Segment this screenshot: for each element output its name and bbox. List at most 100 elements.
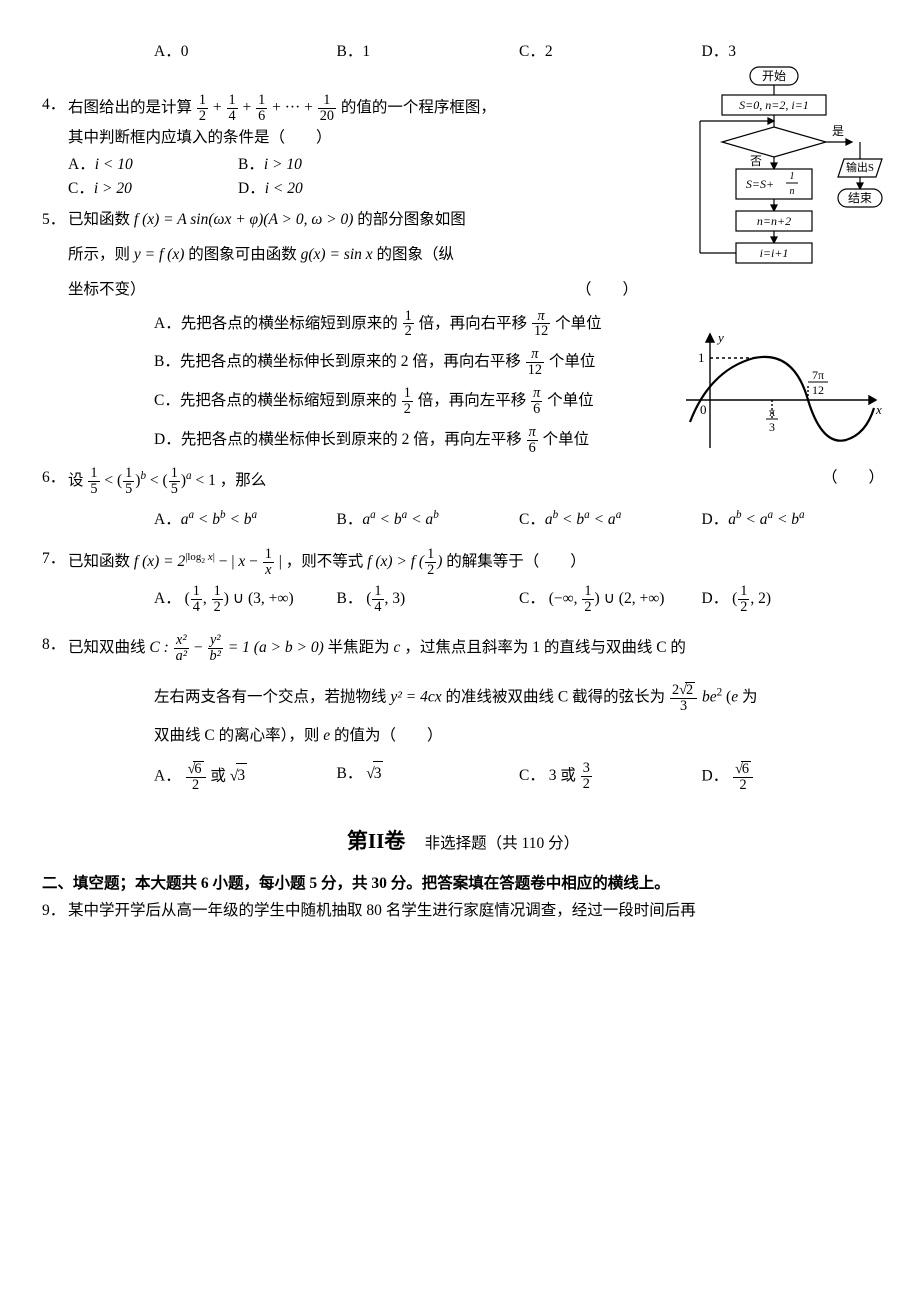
q7-sc: 的解集等于（ ）	[446, 553, 586, 570]
q8-D: D． √62	[702, 761, 885, 793]
q7-num: 7．	[42, 547, 68, 572]
q8-c: c	[394, 639, 401, 656]
q6-A: A．aa < bb < ba	[154, 507, 337, 533]
q4-Blab: B．	[238, 156, 264, 173]
q8-num: 8．	[42, 633, 68, 658]
q4-f1d: 2	[197, 108, 208, 124]
q5-Cf2n: π	[531, 386, 542, 401]
q8-Cfd: 2	[581, 776, 592, 792]
q8-y2: y² = 4cx	[390, 689, 441, 706]
q8-xad: a²	[174, 648, 189, 664]
q7-Al: A．	[154, 590, 181, 607]
q7-D: D． (12, 2)	[702, 584, 885, 615]
q6-f3d: 5	[169, 481, 180, 497]
fc-start: 开始	[762, 69, 786, 83]
q5-Cf1d: 2	[402, 401, 413, 417]
q8-C: C． 3 或 32	[519, 761, 702, 793]
q5-Bfd: 12	[526, 362, 544, 378]
q8-l3: 双曲线 C 的离心率），则	[154, 727, 323, 744]
q4-body: 右图给出的是计算 12 + 14 + 16 + ··· + 120 的值的一个程…	[68, 93, 668, 202]
q8-Clbl: C :	[149, 639, 172, 656]
q7-Ct: ) ∪ (2, +∞)	[595, 590, 665, 607]
fc-step1-d: n	[790, 186, 795, 197]
q7-hd: 2	[425, 562, 436, 578]
q4-f2d: 4	[227, 108, 238, 124]
q8-Ct: 3 或	[549, 767, 580, 784]
q4-stem2: 其中判断框内应填入的条件是（ ）	[68, 126, 668, 151]
q7-sa: 已知函数	[68, 553, 134, 570]
q7-cl: )	[437, 553, 442, 570]
q4-Bi: i > 10	[264, 156, 302, 173]
q8-xan: x²	[174, 633, 189, 648]
q9: 9． 某中学开学后从高一年级的学生中随机抽取 80 名学生进行家庭情况调查，经过…	[42, 899, 884, 924]
q7-At: ) ∪ (3, +∞)	[224, 590, 294, 607]
q3-options: A．0 B．1 C．2 D．3	[154, 40, 884, 65]
q4-stem-a: 右图给出的是计算	[68, 99, 196, 116]
q8-B: B． √3	[337, 761, 520, 793]
q4-f4n: 1	[318, 93, 336, 108]
q5-Dfd: 6	[527, 440, 538, 456]
q8-l2b: 的准线被双曲线 C 截得的弦长为	[446, 689, 669, 706]
q8-sc: ，过焦点且斜率为 1 的直线与双曲线 C 的	[404, 639, 686, 656]
q7-B1d: 4	[372, 599, 383, 615]
fc-step2: n=n+2	[757, 214, 791, 228]
q7-oxn: 1	[263, 547, 274, 562]
q5-Dfn: π	[527, 425, 538, 440]
q6-sa: 设	[68, 472, 87, 489]
q6-D: D．ab < aa < ba	[702, 507, 885, 533]
q5-Af1n: 1	[403, 309, 414, 324]
q5-Bb: 个单位	[549, 353, 596, 370]
q7-D1d: 2	[738, 599, 749, 615]
q9-text: 某中学开学后从高一年级的学生中随机抽取 80 名学生进行家庭情况调查，经过一段时…	[68, 899, 884, 924]
q8-sb: 半焦距为	[328, 639, 394, 656]
sec2-sub: 非选择题（共 110 分）	[409, 835, 579, 852]
q6-B: B．aa < ba < ab	[337, 507, 520, 533]
sine-ylabel: y	[716, 330, 724, 345]
sine-one: 1	[698, 350, 705, 365]
q6-paren: （ ）	[822, 466, 884, 497]
q5-Cf1n: 1	[402, 386, 413, 401]
q6: 6． 设 15 < (15)b < (15)a < 1 ，那么 （ ） A．aa…	[42, 466, 884, 533]
fill-heading: 二、填空题；本大题共 6 小题，每小题 5 分，共 30 分。把答案填在答题卷中…	[42, 872, 884, 897]
q7-C: C． (−∞, 12) ∪ (2, +∞)	[519, 584, 702, 615]
q8: 8． 已知双曲线 C : x²a² − y²b² = 1 (a > b > 0)…	[42, 633, 884, 793]
q6-f2d: 5	[123, 481, 134, 497]
q8-Bl: B．	[337, 765, 363, 782]
q6-f1d: 5	[88, 481, 99, 497]
q7: 7． 已知函数 f (x) = 2|log2 x| − | x − 1x | ，…	[42, 547, 884, 615]
q5-paren: （ ）	[576, 278, 638, 303]
q7-sb: ，则不等式	[286, 553, 367, 570]
q3-opt-b: B．1	[337, 40, 520, 65]
q7-Ch: (−∞,	[549, 590, 582, 607]
q7-Cl: C．	[519, 590, 545, 607]
fc-no: 否	[750, 154, 762, 168]
q7-A2d: 2	[212, 599, 223, 615]
q8-ybd: b²	[208, 648, 223, 664]
q7-Dl: D．	[702, 590, 729, 607]
q7-A: A． (14, 12) ∪ (3, +∞)	[154, 584, 337, 615]
q5-s2a: 所示，则	[68, 246, 134, 263]
q5-Cc: 个单位	[547, 392, 594, 409]
fc-step1-n: 1	[790, 171, 795, 182]
q5-Cf2d: 6	[531, 401, 542, 417]
q8-Al: A．	[154, 767, 181, 784]
q5-sb: 的部分图象如图	[357, 211, 466, 228]
flowchart-figure: 开始 S=0, n=2, i=1 是 否 输出S 结束 S=S+ 1 n n=n…	[676, 65, 884, 301]
q3-opt-a: A．0	[154, 40, 337, 65]
q5-Af1d: 2	[403, 323, 414, 339]
q6-Al: A．	[154, 511, 181, 528]
q4-f3n: 1	[256, 93, 267, 108]
q4-Clab: C．	[68, 180, 94, 197]
q6-f2n: 1	[123, 466, 134, 481]
q5-yfx: y = f (x)	[134, 246, 184, 263]
sine-xlabel: x	[875, 402, 882, 417]
q5-Af2n: π	[532, 309, 550, 324]
q8-ybn: y²	[208, 633, 223, 648]
q7-D1n: 1	[738, 584, 749, 599]
q7-Dt: , 2)	[750, 590, 771, 607]
q9-num: 9．	[42, 899, 68, 924]
fc-step3: i=i+1	[760, 246, 789, 260]
q7-A2n: 1	[212, 584, 223, 599]
q6-Cl: C．	[519, 511, 545, 528]
q5-gx: g(x) = sin x	[301, 246, 373, 263]
